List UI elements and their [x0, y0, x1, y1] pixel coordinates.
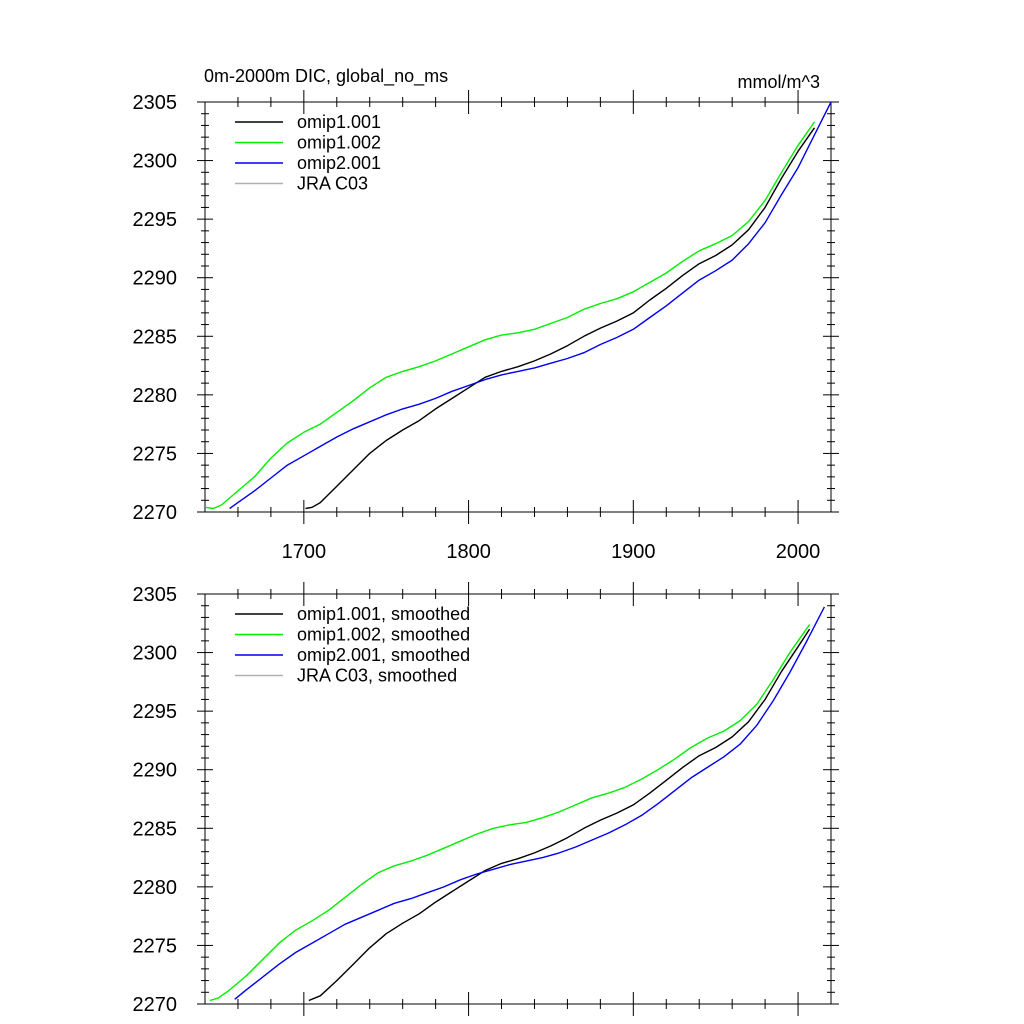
- top-panel: 2270 2275 2280 2285 2290 2295 2300 2305 1700 1800…: [133, 90, 839, 563]
- y-tick-label: 2285: [133, 326, 178, 348]
- y-tick-label: 2275: [133, 935, 178, 957]
- x-tick-label: 2000: [776, 541, 821, 563]
- legend-label-2: omip2.001, smoothed: [297, 645, 470, 665]
- y-tick-label: 2295: [133, 701, 178, 723]
- series-line-0: [305, 127, 816, 510]
- x-tick-label: 1900: [611, 541, 656, 563]
- legend-label-1: omip1.002, smoothed: [297, 625, 470, 645]
- y-tick-label: 2295: [133, 209, 178, 231]
- y-tick-label: 2270: [133, 994, 178, 1016]
- y-tick-label: 2305: [133, 584, 178, 606]
- legend-label-3: JRA C03: [297, 174, 368, 194]
- units-label: mmol/m^3: [738, 72, 820, 92]
- legend-label-0: omip1.001: [297, 112, 381, 132]
- y-tick-label: 2275: [133, 443, 178, 465]
- series-line-2: [234, 606, 826, 1000]
- y-tick-label: 2280: [133, 877, 178, 899]
- series-line-0: [308, 628, 811, 1002]
- y-tick-label: 2270: [133, 502, 178, 524]
- y-tick-label: 2305: [133, 92, 178, 114]
- legend-label-2: omip2.001: [297, 153, 381, 173]
- x-tick-label: 1700: [282, 541, 327, 563]
- bottom-panel: 2270 2275 2280 2285 2290 2295 2300 2305 omip1.00…: [133, 582, 839, 1016]
- y-tick-label: 2300: [133, 151, 178, 173]
- y-tick-label: 2280: [133, 385, 178, 407]
- y-tick-label: 2285: [133, 818, 178, 840]
- y-tick-label: 2300: [133, 643, 178, 665]
- plot-frame: [204, 593, 832, 1005]
- y-tick-label: 2290: [133, 760, 178, 782]
- y-tick-label: 2290: [133, 268, 178, 290]
- plot-frame: [204, 101, 832, 513]
- series-line-2: [229, 101, 832, 510]
- x-tick-label: 1800: [446, 541, 491, 563]
- chart-title: 0m-2000m DIC, global_no_ms: [204, 66, 448, 87]
- series-line-1: [204, 121, 816, 510]
- legend-label-1: omip1.002: [297, 133, 381, 153]
- legend-label-0: omip1.001, smoothed: [297, 604, 470, 624]
- legend-label-3: JRA C03, smoothed: [297, 666, 457, 686]
- series-line-1: [209, 624, 811, 1002]
